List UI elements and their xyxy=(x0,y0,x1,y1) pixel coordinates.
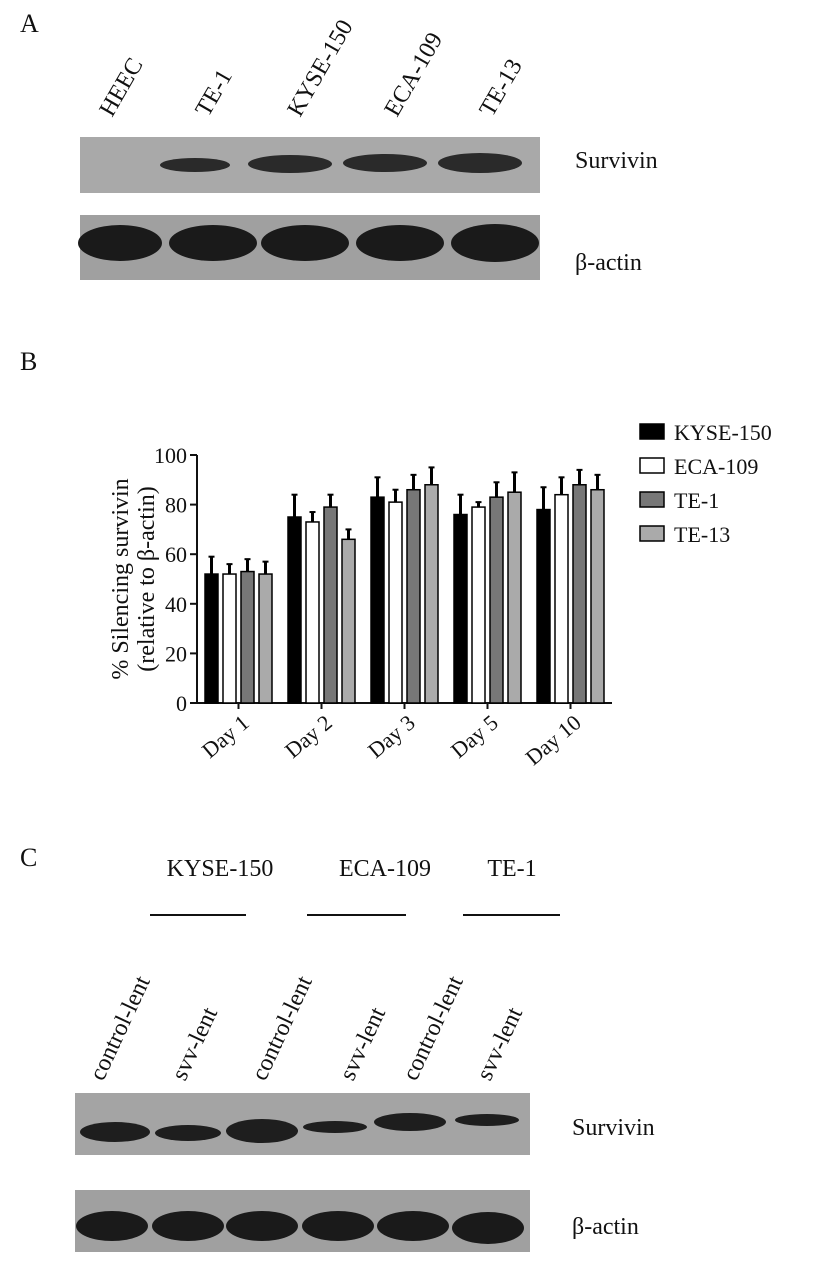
lane-label: TE-1 xyxy=(191,65,238,121)
y-tick-label: 80 xyxy=(165,493,187,518)
bar xyxy=(453,513,468,704)
lane-labels: HEEC TE-1 KYSE-150 ECA-109 TE-13 xyxy=(95,16,528,121)
lane-labels: control-lent svv-lent control-lent svv-l… xyxy=(85,972,528,1085)
legend-label: ECA-109 xyxy=(674,454,758,479)
panel-label: A xyxy=(20,9,39,38)
bands xyxy=(76,1211,524,1244)
lane-label: KYSE-150 xyxy=(283,16,359,121)
bar xyxy=(287,516,302,704)
legend-swatch xyxy=(639,423,665,440)
x-tick-label: Day 2 xyxy=(280,710,337,763)
lane-label: svv-lent xyxy=(472,1003,528,1084)
lane-label: svv-lent xyxy=(335,1003,391,1084)
bar xyxy=(240,570,255,704)
lane-label: svv-lent xyxy=(167,1003,223,1084)
bar xyxy=(536,508,551,704)
y-tick-label: 60 xyxy=(165,542,187,567)
bar xyxy=(489,496,504,704)
y-tick-label: 0 xyxy=(176,691,187,716)
bar xyxy=(323,506,338,704)
bands xyxy=(80,1113,519,1143)
x-tick-label: Day 3 xyxy=(363,710,420,763)
lane-label: TE-13 xyxy=(475,55,528,121)
blot xyxy=(75,1093,530,1155)
bar xyxy=(341,538,356,704)
legend-swatch xyxy=(639,491,665,508)
lane-label: HEEC xyxy=(95,54,149,121)
blot xyxy=(75,1190,530,1252)
group-label: ECA-109 xyxy=(339,856,431,882)
bar xyxy=(204,573,219,704)
bar xyxy=(507,491,522,704)
bar xyxy=(406,488,421,704)
legend-label: TE-13 xyxy=(674,522,730,547)
bar xyxy=(471,506,486,704)
legend-swatch xyxy=(639,457,665,474)
lane-label: control-lent xyxy=(247,972,318,1085)
lane-label: ECA-109 xyxy=(380,28,449,121)
y-axis-label: (relative to β-actin) xyxy=(134,486,160,671)
bar xyxy=(370,496,385,704)
legend-label: KYSE-150 xyxy=(674,420,772,445)
legend-label: TE-1 xyxy=(674,488,719,513)
bar xyxy=(222,573,237,704)
bar xyxy=(590,488,605,704)
band-label: β-actin xyxy=(575,250,642,276)
y-axis-label: % Silencing survivin xyxy=(108,478,134,679)
group-label: TE-1 xyxy=(487,856,536,882)
bar xyxy=(554,493,569,704)
bands xyxy=(160,153,522,173)
band-label: Survivin xyxy=(572,1115,655,1141)
bar xyxy=(388,501,403,704)
panel-label: C xyxy=(20,843,37,872)
bar xyxy=(305,521,320,704)
y-tick-label: 40 xyxy=(165,592,187,617)
legend-swatch xyxy=(639,525,665,542)
band-label: β-actin xyxy=(572,1214,639,1240)
x-tick-label: Day 1 xyxy=(197,710,254,763)
band-label: Survivin xyxy=(575,148,658,174)
x-tick-label: Day 10 xyxy=(520,710,585,770)
lane-label: control-lent xyxy=(398,972,469,1085)
group-label: KYSE-150 xyxy=(167,856,274,882)
x-tick-label: Day 5 xyxy=(446,710,503,763)
bands xyxy=(78,224,539,262)
bar xyxy=(572,484,587,704)
chart: 0 20 40 60 80 100 Day 1 Day 2 Day 3 Day 5 Day 10 KY… xyxy=(154,420,772,770)
bar xyxy=(424,484,439,704)
bar xyxy=(258,573,273,704)
panel-label: B xyxy=(20,347,37,376)
y-tick-label: 100 xyxy=(154,443,187,468)
y-tick-label: 20 xyxy=(165,641,187,666)
lane-label: control-lent xyxy=(85,972,156,1085)
